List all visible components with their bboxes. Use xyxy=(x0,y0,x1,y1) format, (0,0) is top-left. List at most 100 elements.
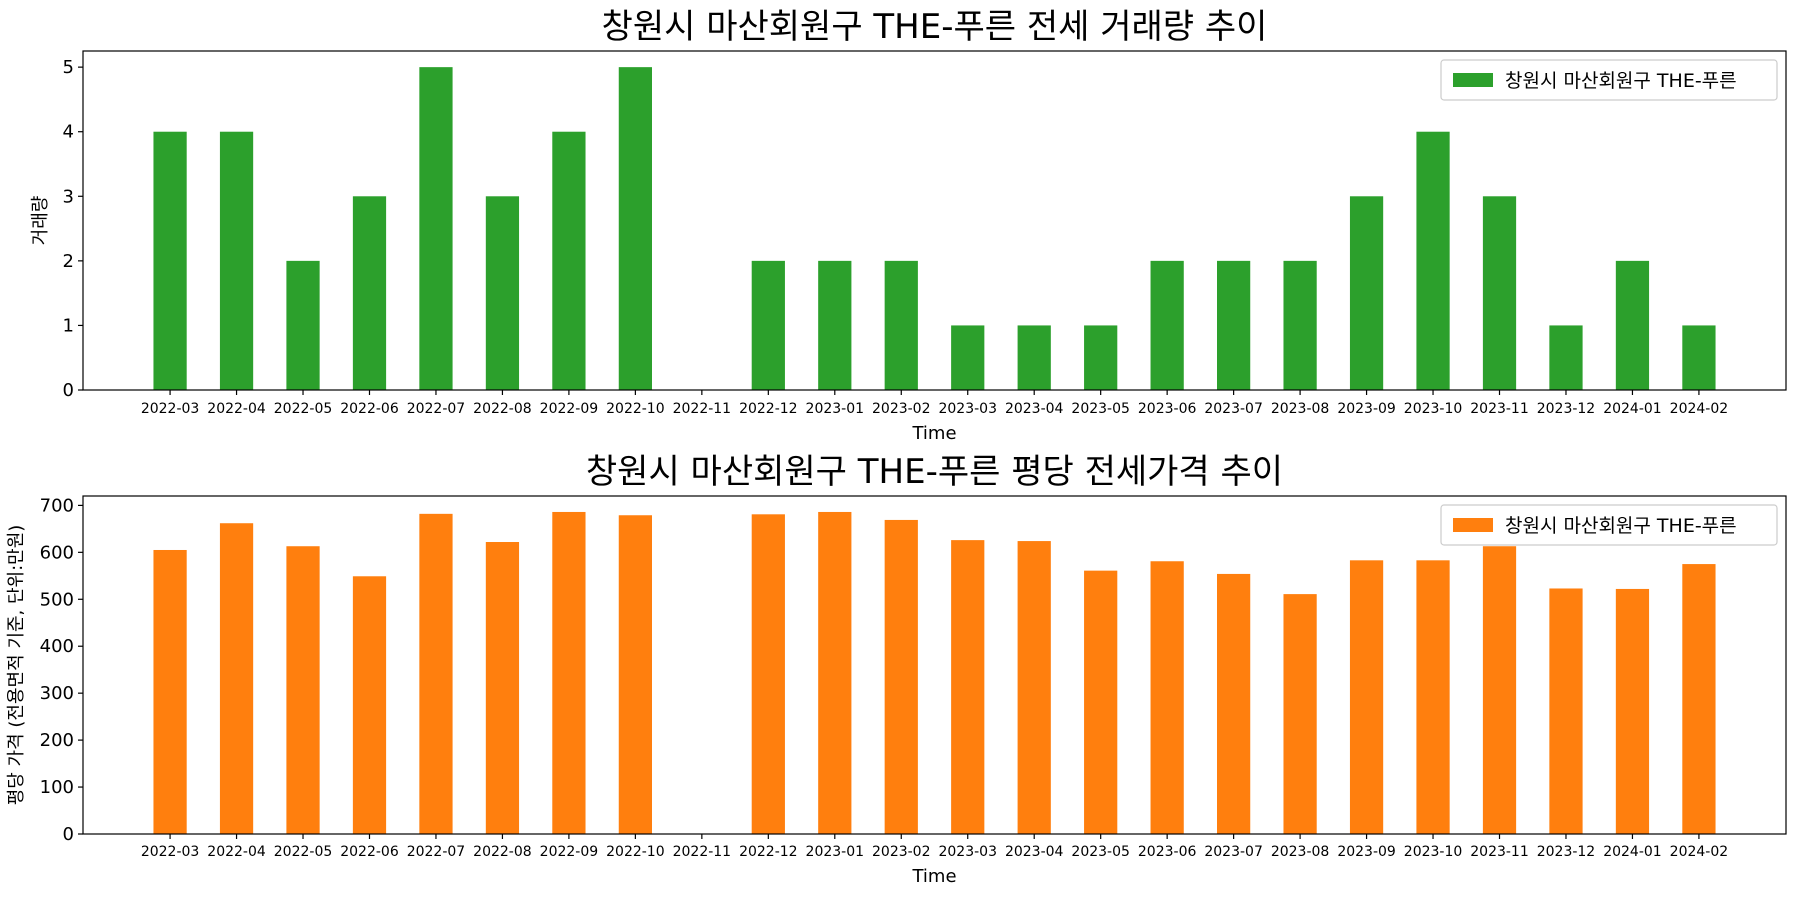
x-tick-label: 2023-10 xyxy=(1404,844,1463,860)
x-tick-label: 2023-11 xyxy=(1470,844,1529,860)
x-tick-label: 2023-10 xyxy=(1404,401,1463,417)
x-axis-label: Time xyxy=(911,423,956,444)
x-tick-label: 2022-08 xyxy=(473,401,532,417)
y-tick-label: 100 xyxy=(40,777,74,798)
legend: 창원시 마산회원구 THE-푸른 xyxy=(1440,504,1778,546)
y-tick-label: 4 xyxy=(63,122,74,143)
y-tick-label: 700 xyxy=(40,495,74,516)
legend: 창원시 마산회원구 THE-푸른 xyxy=(1440,59,1778,101)
x-tick-label: 2022-09 xyxy=(540,401,599,417)
bar-2023-12 xyxy=(1549,325,1583,390)
bar-2022-10 xyxy=(618,67,652,391)
bar-2022-04 xyxy=(219,131,254,390)
chart-title: 창원시 마산회원구 THE-푸른 전세 거래량 추이 xyxy=(602,7,1268,47)
x-tick-label: 2022-06 xyxy=(340,844,399,860)
x-tick-label: 2023-07 xyxy=(1204,401,1263,417)
x-tick-label: 2023-04 xyxy=(1005,844,1064,860)
y-tick-label: 300 xyxy=(40,683,74,704)
x-tick-label: 2022-03 xyxy=(141,401,200,417)
y-axis-label: 거래량 xyxy=(30,196,51,246)
x-tick-label: 2023-06 xyxy=(1138,401,1197,417)
x-tick-label: 2022-07 xyxy=(407,844,466,860)
bar-2023-11 xyxy=(1482,196,1517,390)
bar-2023-06 xyxy=(1150,561,1184,834)
y-tick-label: 200 xyxy=(40,730,74,751)
x-tick-label: 2023-05 xyxy=(1071,844,1130,860)
bar-2022-08 xyxy=(485,542,520,834)
bar-2023-03 xyxy=(951,540,985,834)
bar-2023-05 xyxy=(1084,325,1118,390)
y-tick-label: 0 xyxy=(63,380,74,401)
bar-2023-05 xyxy=(1084,570,1118,834)
x-axis-label: Time xyxy=(911,866,956,887)
x-tick-label: 2022-12 xyxy=(739,844,798,860)
x-tick-label: 2023-01 xyxy=(806,844,865,860)
x-tick-label: 2023-07 xyxy=(1204,844,1263,860)
bar-2022-12 xyxy=(751,514,785,834)
x-tick-label: 2024-01 xyxy=(1603,401,1662,417)
bar-2022-09 xyxy=(552,511,586,834)
legend-swatch xyxy=(1453,73,1493,87)
bar-2022-09 xyxy=(552,131,586,390)
bar-2023-06 xyxy=(1150,260,1184,390)
legend-swatch xyxy=(1453,518,1493,532)
y-tick-label: 0 xyxy=(63,824,74,845)
bar-2023-07 xyxy=(1217,260,1251,390)
bar-2022-10 xyxy=(618,515,652,834)
x-tick-label: 2022-11 xyxy=(673,401,732,417)
bar-2022-12 xyxy=(751,260,785,390)
y-tick-label: 3 xyxy=(63,186,74,207)
x-tick-label: 2022-05 xyxy=(274,844,333,860)
y-tick-label: 2 xyxy=(63,251,74,272)
x-tick-label: 2023-02 xyxy=(872,844,931,860)
bar-2022-06 xyxy=(352,576,387,834)
bar-2022-03 xyxy=(153,549,187,834)
x-tick-label: 2023-12 xyxy=(1537,844,1596,860)
bar-2023-08 xyxy=(1283,594,1317,834)
x-tick-label: 2022-08 xyxy=(473,844,532,860)
x-tick-label: 2024-02 xyxy=(1670,844,1729,860)
bar-2022-07 xyxy=(419,513,453,834)
bar-2024-01 xyxy=(1615,588,1650,834)
x-tick-label: 2024-01 xyxy=(1603,844,1662,860)
legend-label: 창원시 마산회원구 THE-푸른 xyxy=(1505,515,1737,537)
x-tick-label: 2023-08 xyxy=(1271,401,1330,417)
x-tick-label: 2022-10 xyxy=(606,844,665,860)
legend-box xyxy=(1440,504,1778,546)
x-tick-label: 2023-08 xyxy=(1271,844,1330,860)
bar-2023-01 xyxy=(818,511,852,834)
bar-2022-08 xyxy=(485,196,520,390)
x-tick-label: 2022-11 xyxy=(673,844,732,860)
x-tick-label: 2023-03 xyxy=(938,844,997,860)
x-tick-label: 2023-12 xyxy=(1537,401,1596,417)
x-tick-label: 2023-04 xyxy=(1005,401,1064,417)
x-tick-label: 2023-03 xyxy=(938,401,997,417)
x-tick-label: 2022-10 xyxy=(606,401,665,417)
chart-title: 창원시 마산회원구 THE-푸른 평당 전세가격 추이 xyxy=(586,452,1283,492)
x-tick-label: 2022-07 xyxy=(407,401,466,417)
x-tick-label: 2023-09 xyxy=(1337,401,1396,417)
bar-2024-02 xyxy=(1682,564,1716,834)
y-tick-label: 1 xyxy=(63,315,74,336)
bar-2022-04 xyxy=(219,523,254,834)
chart-panel-1: 창원시 마산회원구 THE-푸른 평당 전세가격 추이 2022-03 2022-0… xyxy=(6,452,1787,887)
x-tick-label: 2022-12 xyxy=(739,401,798,417)
plot-frame xyxy=(82,50,1787,391)
bar-2023-03 xyxy=(951,325,985,390)
bar-2023-02 xyxy=(884,519,918,834)
legend-box xyxy=(1440,59,1778,101)
x-tick-label: 2022-05 xyxy=(274,401,333,417)
y-axis-label: 평당 가격 (전용면적 기준, 단위:만원) xyxy=(6,525,27,806)
x-tick-label: 2022-03 xyxy=(141,844,200,860)
x-tick-label: 2023-05 xyxy=(1071,401,1130,417)
y-tick-label: 500 xyxy=(40,589,74,610)
bar-2023-07 xyxy=(1217,573,1251,834)
x-tick-label: 2022-04 xyxy=(207,844,266,860)
x-tick-label: 2023-01 xyxy=(806,401,865,417)
bar-2022-06 xyxy=(352,196,387,390)
x-tick-label: 2023-11 xyxy=(1470,401,1529,417)
x-tick-label: 2023-06 xyxy=(1138,844,1197,860)
bar-2023-04 xyxy=(1017,541,1051,834)
x-tick-label: 2023-09 xyxy=(1337,844,1396,860)
